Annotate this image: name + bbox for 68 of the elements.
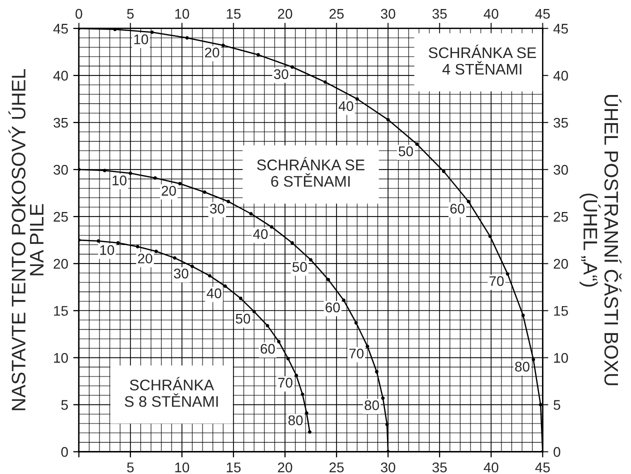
- x2-tick-label: 35: [432, 8, 447, 19]
- annotation: 60: [260, 344, 275, 354]
- x-tick-label: 30: [380, 462, 396, 472]
- x-tick-label: 5: [127, 462, 134, 472]
- y2-tick-label: 25: [554, 212, 568, 222]
- annotation: 10: [112, 176, 126, 186]
- x-tick-label: 15: [226, 462, 241, 472]
- annotation: 60: [326, 302, 340, 312]
- annotation: 40: [253, 229, 268, 239]
- y-tick-label: 5: [61, 400, 68, 410]
- y-tick-label: 25: [54, 212, 68, 222]
- annotation: 70: [278, 378, 292, 388]
- x2-tick-label: 30: [380, 8, 396, 19]
- y-tick-label: 30: [54, 164, 68, 175]
- annotation: SCHRÁNKA SE 6 STĚNAMI: [257, 156, 364, 187]
- y2-tick-label: 40: [553, 70, 568, 81]
- y2-tick-label: 15: [554, 306, 568, 316]
- y-tick-label: 15: [54, 306, 68, 316]
- x-tick-label: 45: [535, 462, 550, 472]
- annotation: 30: [174, 268, 188, 278]
- x2-tick-label: 40: [484, 8, 498, 19]
- annotation: 20: [138, 254, 152, 264]
- x2-tick-label: 0: [76, 8, 82, 19]
- annotation: 80: [288, 415, 303, 426]
- annotation: 80: [364, 400, 379, 410]
- y2-axis-title: ÚHEL POSTRANNÍ ČÁSTI BOXU (ÚHEL „A“): [580, 95, 622, 386]
- y-tick-label: 20: [54, 258, 68, 269]
- annotation: 60: [450, 204, 465, 214]
- x-tick-label: 40: [484, 462, 498, 472]
- y2-tick-label: 10: [554, 352, 568, 363]
- annotation: 40: [338, 101, 354, 112]
- annotation: 30: [274, 69, 288, 80]
- y2-tick-label: 5: [554, 400, 560, 410]
- y-tick-label: 40: [53, 70, 68, 81]
- annotation: 50: [398, 146, 413, 156]
- annotation: 40: [206, 288, 222, 298]
- x-tick-label: 10: [175, 462, 190, 472]
- y2-tick-label: 20: [554, 258, 568, 269]
- annotation: 50: [236, 314, 250, 324]
- x2-tick-label: 20: [278, 8, 292, 19]
- annotation: 70: [349, 348, 364, 358]
- y2-tick-label: 30: [554, 164, 568, 175]
- x-tick-label: 35: [432, 462, 447, 472]
- annotation: 80: [515, 362, 530, 372]
- x2-tick-label: 10: [175, 8, 190, 19]
- x2-tick-label: 5: [127, 9, 134, 19]
- annotation: 20: [205, 48, 220, 58]
- annotation: SCHRÁNKA S 8 STĚNAMI: [124, 377, 218, 407]
- y-tick-label: 0: [61, 447, 68, 457]
- x-tick-label: 20: [278, 462, 292, 472]
- annotation: 30: [210, 204, 224, 214]
- annotation: SCHRÁNKA SE 4 STĚNAMI: [428, 44, 536, 75]
- x2-tick-label: 25: [330, 8, 344, 19]
- x2-tick-label: 15: [226, 9, 241, 19]
- y-tick-label: 45: [53, 24, 68, 34]
- y2-tick-label: 0: [554, 447, 560, 457]
- x2-tick-label: 45: [535, 9, 550, 19]
- annotation: 70: [489, 276, 504, 286]
- annotation: 20: [162, 186, 176, 196]
- y-tick-label: 35: [54, 118, 68, 128]
- annotation: 50: [292, 262, 307, 272]
- y-tick-label: 10: [54, 352, 68, 363]
- y2-tick-label: 35: [554, 118, 568, 128]
- annotation: 10: [134, 34, 148, 44]
- y2-tick-label: 45: [553, 24, 568, 34]
- y-axis-title: NASTAVTE TENTO POKOSOVÝ ÚHEL NA PILE: [8, 69, 44, 410]
- x-tick-label: 25: [330, 462, 344, 472]
- annotation: 10: [100, 245, 114, 255]
